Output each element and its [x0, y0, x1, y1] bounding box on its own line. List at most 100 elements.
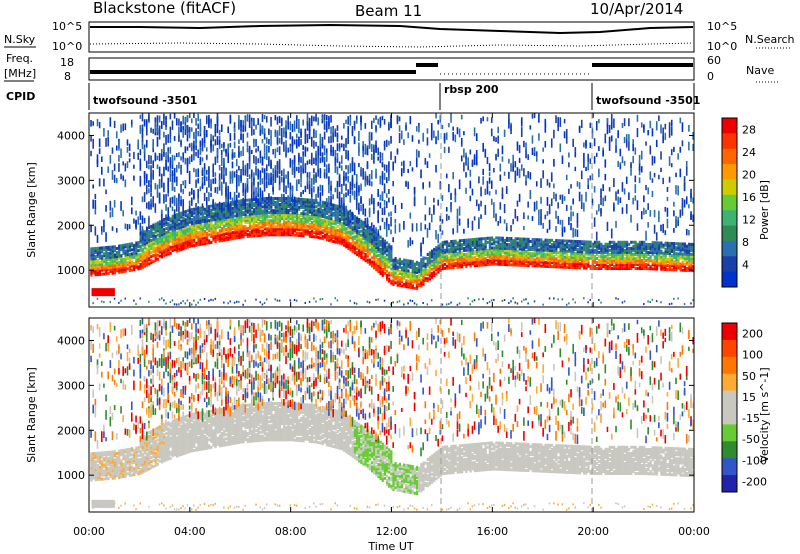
power-echo-cell [355, 220, 359, 224]
power-echo-cell [111, 267, 114, 271]
power-echo-cell [381, 255, 384, 259]
power-echo-cell [92, 259, 95, 263]
power-echo-cell [364, 173, 367, 182]
power-echo-cell [364, 257, 367, 261]
power-echo-cell [205, 209, 209, 213]
power-echo-cell [98, 256, 102, 260]
power-echo-cell [242, 303, 244, 306]
power-echo-cell [173, 186, 176, 193]
power-echo-cell [400, 161, 403, 166]
power-echo-cell [334, 230, 337, 234]
power-echo-cell [180, 211, 183, 215]
power-echo-cell [109, 257, 112, 261]
power-echo-cell [411, 284, 414, 288]
power-echo-cell [520, 261, 524, 265]
power-echo-cell [270, 213, 273, 217]
power-echo-cell [366, 248, 369, 252]
power-echo-cell [263, 143, 266, 153]
power-echo-cell [475, 239, 479, 243]
power-echo-cell [413, 270, 417, 274]
power-echo-cell [499, 258, 502, 262]
power-echo-cell [377, 237, 380, 241]
power-echo-cell [512, 263, 515, 267]
power-echo-cell [315, 193, 317, 203]
power-echo-cell [332, 133, 334, 143]
power-echo-cell [484, 251, 487, 255]
power-echo-cell [379, 261, 382, 265]
power-echo-cell [351, 131, 354, 137]
power-echo-cell [332, 149, 334, 156]
power-echo-cell [278, 231, 282, 235]
power-echo-cell [400, 268, 404, 272]
power-echo-cell [304, 212, 307, 216]
power-echo-cell [186, 146, 189, 151]
power-echo-cell [246, 198, 249, 202]
power-echo-cell [100, 258, 104, 262]
power-echo-cell [244, 225, 247, 229]
power-echo-cell [475, 249, 479, 253]
power-echo-cell [238, 119, 240, 130]
power-echo-cell [364, 179, 367, 187]
power-echo-cell [306, 224, 309, 228]
power-echo-cell [285, 140, 287, 149]
power-echo-cell [274, 148, 277, 159]
power-echo-cell [265, 231, 269, 235]
power-echo-cell [533, 260, 537, 264]
power-echo-cell [231, 237, 234, 241]
power-echo-cell [340, 186, 343, 195]
power-echo-cell [263, 114, 266, 120]
power-echo-cell [488, 260, 492, 264]
power-echo-cell [486, 254, 489, 258]
power-echo-cell [257, 145, 259, 152]
power-echo-cell [302, 224, 305, 228]
power-echo-cell [227, 185, 229, 190]
power-echo-cell [531, 135, 534, 144]
power-echo-cell [392, 262, 395, 266]
power-echo-cell [175, 249, 179, 253]
power-echo-cell [510, 124, 512, 135]
power-echo-cell [482, 245, 485, 249]
power-echo-cell [379, 270, 382, 274]
power-echo-cell [300, 131, 302, 139]
power-echo-cell [199, 232, 202, 236]
power-echo-cell [486, 240, 489, 244]
power-echo-cell [107, 136, 110, 141]
power-echo-cell [139, 246, 142, 250]
power-echo-cell [375, 266, 378, 270]
power-echo-cell [465, 254, 468, 258]
power-echo-cell [180, 245, 183, 249]
power-echo-cell [227, 231, 230, 235]
power-echo-cell [248, 222, 252, 226]
power-echo-cell [201, 218, 204, 222]
power-echo-cell [310, 216, 314, 220]
power-echo-cell [276, 227, 279, 231]
power-echo-cell [557, 117, 559, 127]
power-echo-cell [484, 253, 487, 257]
power-echo-cell [255, 232, 258, 236]
power-echo-cell [193, 207, 196, 211]
power-echo-cell [163, 242, 166, 246]
power-echo-cell [529, 260, 532, 264]
power-echo-cell [141, 255, 144, 259]
power-echo-cell [456, 243, 459, 247]
power-echo-cell [469, 264, 472, 268]
power-echo-cell [497, 242, 500, 246]
power-echo-cell [216, 237, 219, 241]
power-echo-cell [197, 243, 200, 247]
power-echo-cell [317, 211, 320, 215]
power-echo-cell [516, 255, 519, 259]
power-echo-cell [480, 239, 483, 243]
power-echo-cell [90, 273, 93, 277]
power-echo-cell [360, 219, 363, 223]
power-echo-cell [205, 207, 209, 211]
power-echo-cell [317, 153, 319, 163]
power-echo-cell [130, 268, 134, 272]
power-echo-cell [448, 184, 450, 193]
power-echo-cell [122, 175, 125, 181]
power-echo-cell [523, 243, 526, 247]
power-echo-cell [124, 257, 127, 261]
power-echo-cell [473, 239, 477, 243]
power-echo-cell [171, 154, 174, 165]
power-echo-cell [306, 147, 309, 152]
power-echo-cell [124, 251, 127, 255]
